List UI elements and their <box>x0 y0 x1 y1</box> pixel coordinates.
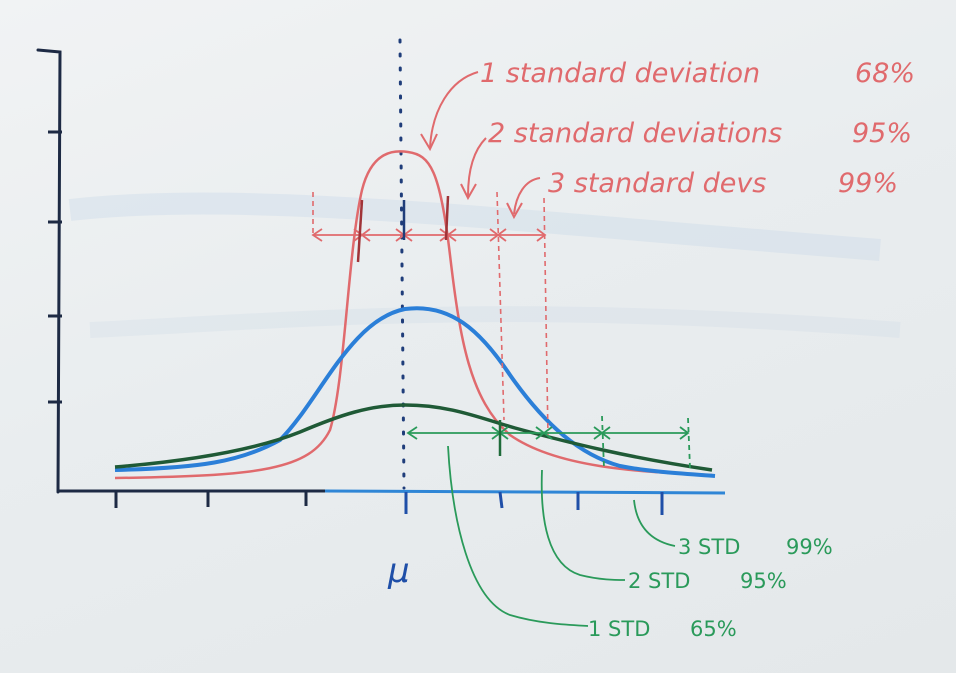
label-2-std-pct: 95% <box>740 569 787 593</box>
label-3-std-pct: 99% <box>786 535 833 559</box>
red-interval-arrows <box>311 195 547 263</box>
red-pointer-arrows <box>420 71 541 220</box>
label-3-standard-devs-pct: 99% <box>838 168 898 199</box>
board-smudges <box>68 192 901 338</box>
green-leader-lines <box>447 445 676 627</box>
red-dashed-verticals <box>312 191 549 437</box>
mean-dotted-line <box>398 38 406 490</box>
mu-label: μ <box>387 551 410 591</box>
blue-medium-curve <box>114 306 716 478</box>
label-2-standard-deviations: 2 standard deviations <box>488 118 782 149</box>
x-axis <box>58 489 726 515</box>
green-wide-curve <box>114 403 713 472</box>
label-2-standard-deviations-pct: 95% <box>852 118 912 149</box>
x-tick-5 <box>498 491 504 509</box>
red-narrow-curve <box>114 150 713 480</box>
label-1-standard-deviation-pct: 68% <box>855 58 915 89</box>
label-1-std: 1 STD <box>588 617 650 641</box>
label-2-std: 2 STD <box>628 569 690 593</box>
green-interval-arrows <box>406 415 691 469</box>
label-1-std-pct: 65% <box>690 617 737 641</box>
label-3-standard-devs: 3 standard devs <box>548 168 766 199</box>
y-axis <box>36 48 62 494</box>
label-3-std: 3 STD <box>678 535 740 559</box>
label-1-standard-deviation: 1 standard deviation <box>480 58 760 89</box>
